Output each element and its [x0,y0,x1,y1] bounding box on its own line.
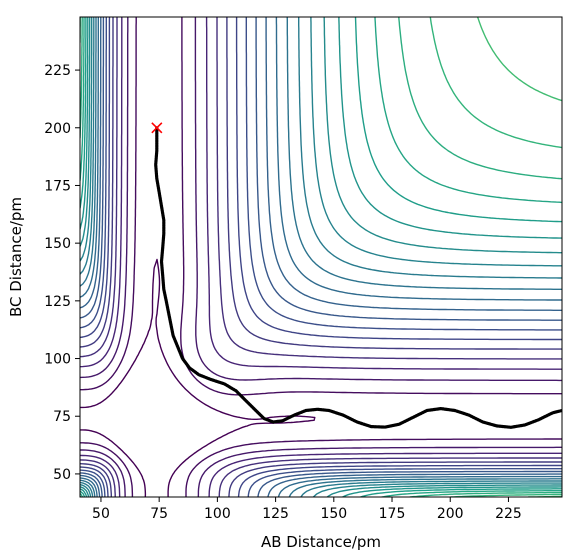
contour-level-line [80,17,562,497]
contour-level-line [80,17,562,497]
y-tick-label: 225 [44,63,71,79]
contour-level-line [80,17,562,497]
contour-level-line [80,17,562,497]
x-tick-label: 175 [379,506,406,522]
x-tick-label: 150 [320,506,347,522]
x-axis-ticks: 50 75 100 125 150 175 200 225 [92,497,522,522]
contour-level-line [80,17,562,497]
x-tick-label: 50 [92,506,110,522]
y-axis-label: BC Distance/pm [7,197,25,317]
x-axis-label: AB Distance/pm [261,533,381,551]
contour-level-line [80,17,562,497]
contour-level-line [80,17,562,497]
start-marker-stroke [151,122,163,134]
y-tick-label: 50 [53,467,71,483]
contour-level-line [80,17,562,497]
y-axis-ticks: 50 75 100 125 150 175 200 225 [44,63,80,483]
contour-level-line [80,17,562,497]
contour-level-line [80,17,562,497]
contour-level-line [80,17,562,497]
x-tick-label: 225 [495,506,522,522]
trajectory-path [154,126,562,429]
plot-frame [79,16,563,498]
contour-level-line [80,17,562,497]
y-tick-label: 150 [44,236,71,252]
y-tick-label: 175 [44,178,71,194]
contour-level-line [80,258,316,497]
y-tick-label: 75 [53,409,71,425]
x-tick-label: 200 [437,506,464,522]
x-tick-label: 125 [262,506,289,522]
contour-level-line [80,17,562,497]
start-point-marker [151,122,163,134]
x-tick-label: 100 [204,506,231,522]
y-tick-label: 125 [44,294,71,310]
y-tick-label: 200 [44,121,71,137]
contour-level-line [80,17,562,497]
y-tick-label: 100 [44,352,71,368]
contour-level-line [80,17,562,497]
trajectory-layer [151,122,562,429]
x-tick-label: 75 [150,506,168,522]
contour-level-line [80,17,562,497]
contour-level-line [80,17,562,497]
